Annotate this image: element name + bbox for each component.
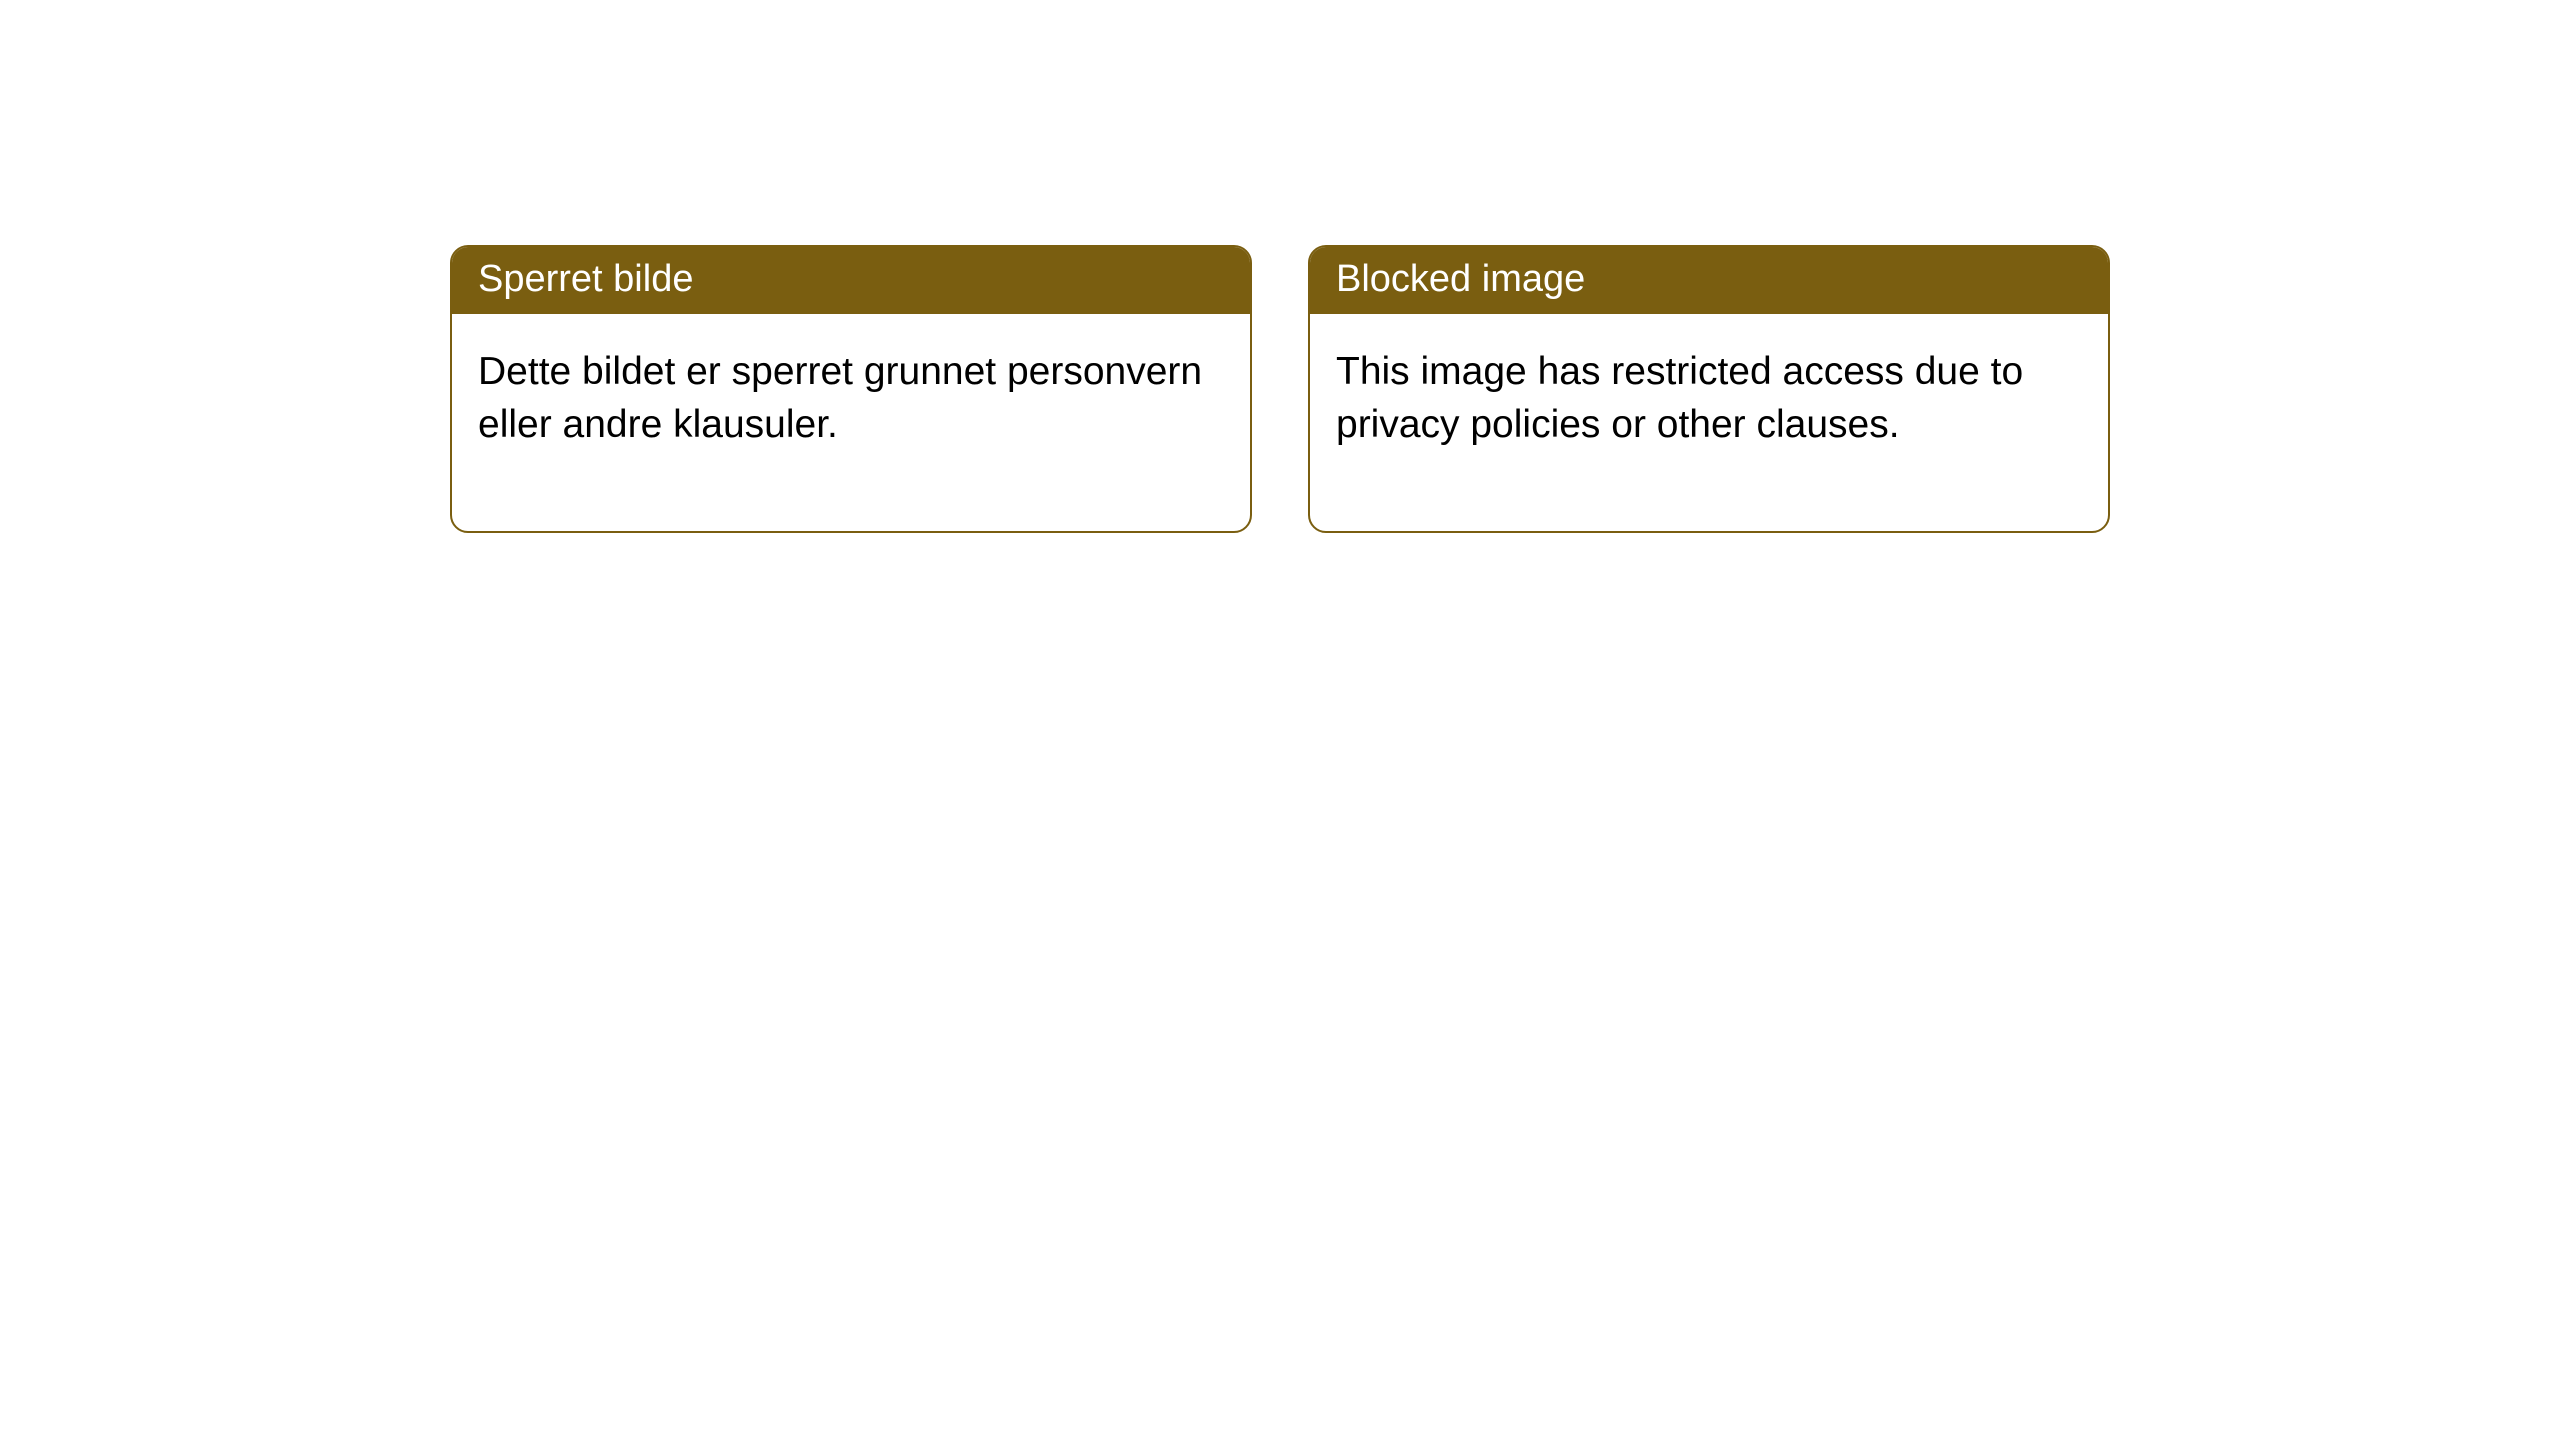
card-header: Sperret bilde xyxy=(452,247,1250,314)
card-header: Blocked image xyxy=(1310,247,2108,314)
card-body: This image has restricted access due to … xyxy=(1310,314,2108,531)
card-body: Dette bildet er sperret grunnet personve… xyxy=(452,314,1250,531)
card-title: Sperret bilde xyxy=(478,258,693,300)
card-body-text: This image has restricted access due to … xyxy=(1336,350,2023,445)
notice-card-english: Blocked image This image has restricted … xyxy=(1308,245,2110,533)
card-body-text: Dette bildet er sperret grunnet personve… xyxy=(478,350,1202,445)
notice-container: Sperret bilde Dette bildet er sperret gr… xyxy=(0,0,2560,533)
notice-card-norwegian: Sperret bilde Dette bildet er sperret gr… xyxy=(450,245,1252,533)
card-title: Blocked image xyxy=(1336,258,1585,300)
